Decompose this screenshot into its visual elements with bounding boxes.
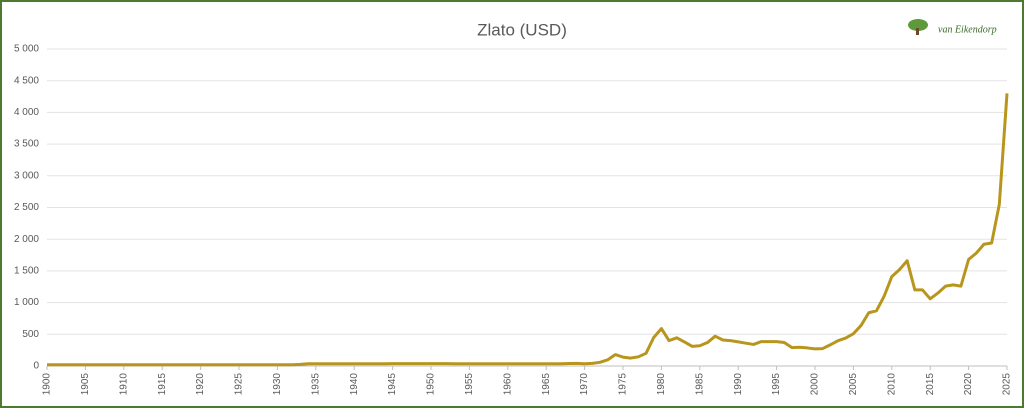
x-tick-label: 1960 [502, 373, 513, 396]
y-tick-label: 2 500 [14, 202, 39, 213]
y-tick-label: 1 500 [14, 266, 39, 277]
x-tick-label: 1955 [464, 373, 475, 396]
x-tick-label: 1920 [195, 373, 206, 396]
y-tick-label: 500 [22, 329, 39, 340]
x-tick-label: 1910 [118, 373, 129, 396]
x-tick-label: 1965 [541, 373, 552, 396]
x-tick-label: 2005 [848, 373, 859, 396]
x-tick-label: 1975 [618, 373, 629, 396]
x-tick-label: 2025 [1002, 373, 1013, 396]
x-tick-label: 1940 [349, 373, 360, 396]
logo-text: van Eikendorp [938, 24, 997, 35]
x-tick-label: 1945 [387, 373, 398, 396]
x-tick-label: 1905 [80, 373, 91, 396]
logo: van Eikendorp [908, 19, 997, 35]
x-tick-label: 1995 [771, 373, 782, 396]
y-tick-label: 4 000 [14, 107, 39, 118]
x-tick-label: 1930 [272, 373, 283, 396]
x-tick-label: 2020 [963, 373, 974, 396]
y-tick-label: 1 000 [14, 297, 39, 308]
x-tick-label: 1915 [157, 373, 168, 396]
y-tick-label: 5 000 [14, 44, 39, 55]
x-tick-label: 2010 [886, 373, 897, 396]
y-tick-label: 4 500 [14, 75, 39, 86]
data-line [47, 93, 1009, 367]
y-tick-label: 3 000 [14, 170, 39, 181]
x-tick-label: 1985 [694, 373, 705, 396]
x-tick-label: 2000 [810, 373, 821, 396]
x-tick-label: 1900 [42, 373, 53, 396]
x-tick-label: 1925 [234, 373, 245, 396]
x-tick-label: 1935 [310, 373, 321, 396]
x-tick-label: 1980 [656, 373, 667, 396]
y-tick-label: 0 [33, 361, 39, 372]
x-tick-label: 1990 [733, 373, 744, 396]
x-tick-label: 1950 [426, 373, 437, 396]
x-tick-label: 1970 [579, 373, 590, 396]
chart-title: Zlato (USD) [477, 20, 567, 39]
y-tick-label: 2 000 [14, 234, 39, 245]
y-tick-label: 3 500 [14, 139, 39, 150]
x-tick-label: 2015 [925, 373, 936, 396]
